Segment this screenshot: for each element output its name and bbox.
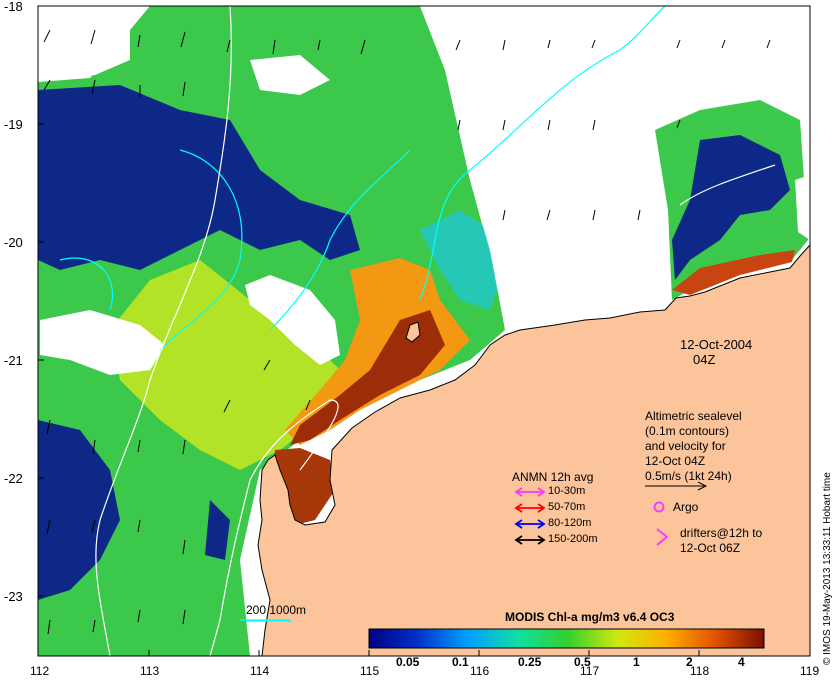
sealevel-contours [59,5,666,621]
mid-chl-yellow [110,260,340,470]
lat-tick: -19 [4,117,23,132]
drifter-symbol [656,528,669,546]
anmn-legend-item: 150-200m [548,533,598,545]
plot-frame [37,5,811,657]
land-island [405,321,421,343]
anmn-legend-item: 10-30m [548,485,586,497]
velocity-arrows [43,29,771,635]
lon-tick: 115 [360,664,380,678]
lat-tick: -23 [4,589,23,604]
lon-tick: 114 [250,664,270,678]
imos-credit: © IMOS 19-May-2013 13:33:11 Hobart time [822,472,833,665]
high-chl-brown [290,310,445,445]
lat-tick: -22 [4,471,23,486]
low-chl-patches [38,85,790,600]
lon-tick: 113 [140,664,160,678]
colorbar [368,628,765,649]
map-date: 12-Oct-2004 [680,337,753,352]
colorbar-tick: 2 [686,655,693,669]
altimetry-note-2: (0.1m contours) [645,424,730,438]
argo-label: Argo [673,500,699,514]
lat-tick: -18 [4,0,23,14]
altimetry-note-5: 0.5m/s (1kt 24h) [645,469,732,483]
lat-tick: -21 [4,353,23,368]
axis-ticks [38,5,700,656]
high-chl-right-coast [672,250,795,295]
colorbar-tick: 0.1 [452,655,469,669]
altimetry-note-4: 12-Oct 04Z [645,454,706,468]
lon-tick: 112 [30,664,50,678]
depth-scale-label: 200 1000m [246,603,307,617]
velocity-scale-arrow [645,481,708,491]
drifters-label-1: drifters@12h to [680,526,763,540]
colorbar-tick: 1 [633,655,640,669]
anmn-legend-arrows [514,487,546,545]
lon-tick: 118 [690,664,710,678]
altimetry-note-3: and velocity for [645,439,726,453]
colorbar-title: MODIS Chl-a mg/m3 v6.4 OC3 [505,610,675,624]
anmn-legend-item: 50-70m [548,501,586,513]
colorbar-tick: 0.05 [396,655,420,669]
map-time: 04Z [693,352,716,367]
land-mainland [257,243,811,657]
colorbar-tick: 4 [738,655,745,669]
no-data-areas [38,6,810,375]
colorbar-tick: 0.5 [574,655,591,669]
bathymetry-contours [95,5,776,657]
anmn-legend-title: ANMN 12h avg [512,470,594,484]
high-chl-orange [285,258,470,445]
lon-tick: 117 [580,664,600,678]
argo-symbol [653,501,665,513]
lat-tick: -20 [4,235,23,250]
anmn-legend-item: 80-120m [548,517,592,529]
mid-chl-cyan [420,210,500,310]
colorbar-tick: 0.25 [518,655,542,669]
lon-tick: 116 [470,664,490,678]
lon-tick: 119 [800,664,820,678]
altimetry-note-1: Altimetric sealevel [645,409,742,423]
drifters-label-2: 12-Oct 06Z [680,541,741,555]
